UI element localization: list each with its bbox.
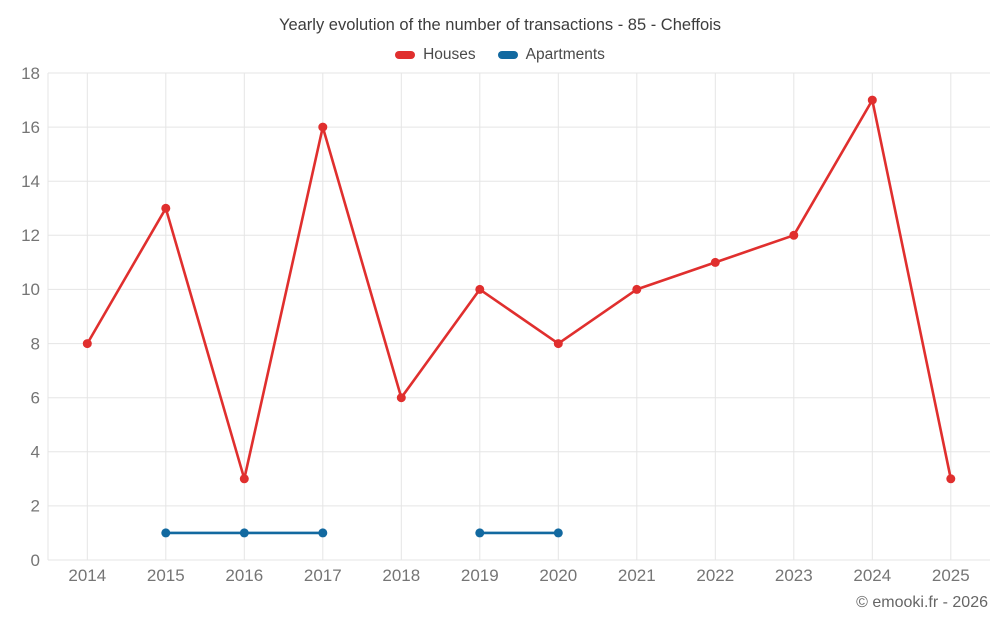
- apartments-point[interactable]: [239, 528, 249, 538]
- x-axis-tick-label: 2014: [68, 566, 106, 585]
- houses-point[interactable]: [553, 339, 563, 349]
- y-axis-tick-label: 18: [21, 64, 40, 83]
- apartments-point[interactable]: [318, 528, 328, 538]
- houses-point[interactable]: [632, 284, 642, 294]
- houses-point[interactable]: [789, 230, 799, 240]
- houses-point[interactable]: [396, 393, 406, 403]
- houses-point[interactable]: [318, 122, 328, 132]
- x-axis-tick-label: 2018: [382, 566, 420, 585]
- y-axis-tick-label: 8: [31, 334, 40, 353]
- legend-label-apartments: Apartments: [525, 46, 605, 63]
- houses-point[interactable]: [475, 284, 485, 294]
- x-axis-tick-label: 2021: [618, 566, 656, 585]
- y-axis-tick-label: 0: [31, 551, 40, 570]
- apartments-point[interactable]: [161, 528, 171, 538]
- chart-title: Yearly evolution of the number of transa…: [278, 16, 722, 34]
- legend-item-houses[interactable]: Houses: [395, 46, 476, 64]
- y-axis-tick-label: 16: [21, 118, 40, 137]
- x-axis-tick-label: 2016: [225, 566, 263, 585]
- x-axis-tick-label: 2025: [932, 566, 970, 585]
- legend: Houses Apartments: [0, 45, 1000, 65]
- legend-label-houses: Houses: [423, 46, 476, 63]
- houses-point[interactable]: [82, 339, 92, 349]
- y-axis-tick-label: 14: [21, 172, 40, 191]
- houses-point[interactable]: [867, 95, 877, 105]
- apartments-point[interactable]: [553, 528, 563, 538]
- legend-swatch-apartments: [497, 51, 518, 59]
- houses-point[interactable]: [710, 257, 720, 267]
- y-axis-tick-label: 2: [31, 497, 40, 516]
- houses-line: [86, 98, 953, 481]
- houses-point[interactable]: [946, 474, 956, 484]
- legend-item-apartments[interactable]: Apartments: [497, 46, 605, 64]
- y-axis-tick-label: 6: [31, 388, 40, 407]
- x-axis-tick-label: 2015: [147, 566, 185, 585]
- x-axis-tick-label: 2019: [461, 566, 499, 585]
- x-axis-tick-label: 2022: [696, 566, 734, 585]
- houses-point[interactable]: [239, 474, 249, 484]
- y-axis-tick-label: 4: [31, 443, 40, 462]
- y-axis-tick-label: 10: [21, 280, 40, 299]
- x-axis-tick-label: 2024: [853, 566, 891, 585]
- houses-point[interactable]: [161, 203, 171, 213]
- x-axis-tick-label: 2017: [304, 566, 342, 585]
- x-axis-tick-label: 2023: [775, 566, 813, 585]
- legend-swatch-houses: [395, 51, 416, 59]
- y-axis-tick-label: 12: [21, 226, 40, 245]
- copyright-footer: © emooki.fr - 2026: [856, 594, 988, 611]
- x-axis-tick-label: 2020: [539, 566, 577, 585]
- apartments-point[interactable]: [475, 528, 485, 538]
